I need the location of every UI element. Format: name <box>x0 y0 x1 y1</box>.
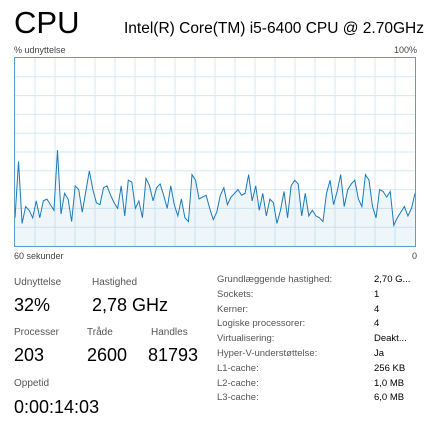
detail-row-cores: Kerner: 4 <box>217 303 423 318</box>
graph-y-axis-label: % udnyttelse <box>14 45 66 55</box>
cpu-details-list: Grundlæggende hastighed: 2,70 G... Socke… <box>217 273 423 406</box>
detail-row-hyper-v: Hyper-V-understøttelse: Ja <box>217 347 423 362</box>
detail-row-l1-cache: L1-cache: 256 KB <box>217 362 423 377</box>
processes-value: 203 <box>14 345 45 365</box>
detail-row-sockets: Sockets: 1 <box>217 288 423 303</box>
graph-time-label: 60 sekunder <box>14 251 64 261</box>
cpu-graph-svg <box>15 58 415 246</box>
detail-key: Logiske processorer: <box>217 318 306 330</box>
graph-max-label: 100% <box>393 45 417 55</box>
utilization-area <box>15 150 415 246</box>
speed-label: Hastighed <box>92 277 138 288</box>
detail-key: L3-cache: <box>217 392 259 404</box>
handles-label: Handles <box>151 327 188 338</box>
uptime-label: Oppetid <box>14 378 50 389</box>
cpu-model-name: Intel(R) Core(TM) i5-6400 CPU @ 2.70GHz <box>124 20 424 37</box>
speed-value: 2,78 GHz <box>92 295 169 315</box>
detail-row-base-speed: Grundlæggende hastighed: 2,70 G... <box>217 273 423 288</box>
detail-value: Ja <box>374 347 385 359</box>
cpu-utilization-graph <box>14 57 416 247</box>
detail-row-l3-cache: L3-cache: 6,0 MB <box>217 391 423 406</box>
detail-value: 6,0 MB <box>374 392 405 404</box>
detail-key: L2-cache: <box>217 377 259 389</box>
graph-min-label: 0 <box>411 251 417 261</box>
utilization-line <box>15 150 415 228</box>
processes-label: Processer <box>14 327 60 338</box>
utilization-label: Udnyttelse <box>14 277 62 288</box>
page-title: CPU <box>14 5 80 40</box>
detail-value: 1 <box>374 288 380 300</box>
threads-label: Tråde <box>87 327 113 338</box>
detail-key: Virtualisering: <box>217 333 275 345</box>
detail-value: 4 <box>374 303 380 315</box>
detail-row-logical-processors: Logiske processorer: 4 <box>217 317 423 332</box>
detail-value: 256 KB <box>374 362 406 374</box>
detail-key: Grundlæggende hastighed: <box>217 274 333 285</box>
detail-value: 1,0 MB <box>374 377 405 389</box>
detail-key: Sockets: <box>217 288 254 300</box>
detail-key: L1-cache: <box>217 362 259 374</box>
threads-value: 2600 <box>87 345 128 365</box>
detail-row-virtualization: Virtualisering: Deakt... <box>217 332 423 347</box>
detail-value: Deakt... <box>374 333 407 345</box>
uptime-value: 0:00:14:03 <box>14 397 100 417</box>
detail-row-l2-cache: L2-cache: 1,0 MB <box>217 377 423 392</box>
handles-value: 81793 <box>148 345 199 365</box>
detail-value: 2,70 G... <box>374 274 411 285</box>
detail-key: Kerner: <box>217 303 249 315</box>
detail-value: 4 <box>374 318 380 330</box>
utilization-value: 32% <box>14 295 51 315</box>
detail-key: Hyper-V-understøttelse: <box>217 347 318 359</box>
